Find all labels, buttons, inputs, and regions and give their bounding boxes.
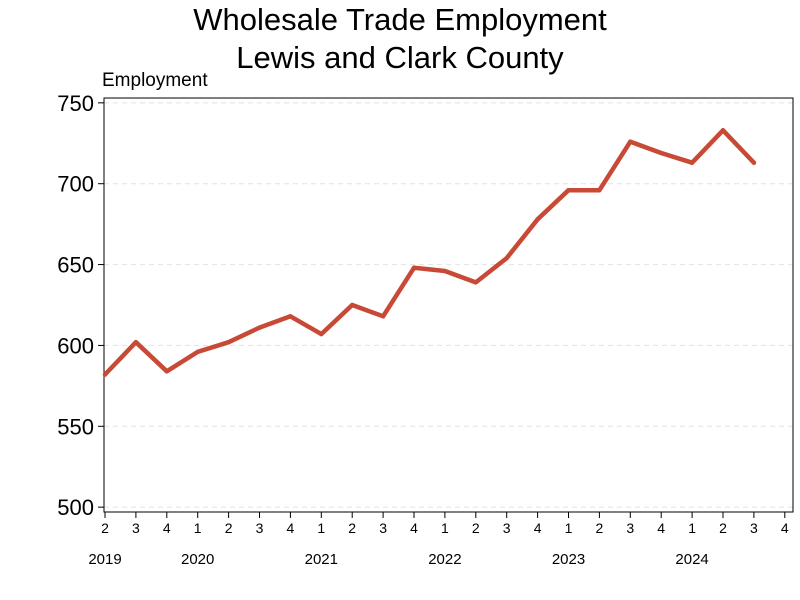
- plot-area-frame: [103, 97, 794, 513]
- y-tick-label: 500: [57, 495, 94, 520]
- series-line-0: [102, 128, 757, 377]
- data-point: [504, 255, 509, 261]
- year-label: 2023: [552, 551, 585, 568]
- quarter-tick-label: 4: [163, 520, 171, 536]
- data-point: [411, 265, 417, 271]
- quarter-tick-label: 3: [503, 520, 511, 536]
- data-point: [689, 160, 695, 165]
- quarter-tick-label: 3: [750, 520, 758, 536]
- data-point: [133, 339, 139, 345]
- quarter-tick-label: 1: [688, 520, 696, 536]
- data-point: [442, 268, 448, 274]
- grid-lines: [104, 102, 793, 508]
- chart-title-line-2: Lewis and Clark County: [236, 40, 564, 75]
- data-point: [659, 150, 664, 156]
- data-point: [319, 331, 324, 337]
- year-label: 2020: [181, 551, 214, 568]
- quarter-tick-label: 4: [781, 520, 789, 536]
- data-point: [164, 369, 169, 374]
- quarter-tick-label: 2: [596, 520, 604, 536]
- quarter-tick-label: 2: [101, 520, 109, 536]
- quarter-tick-label: 1: [317, 520, 325, 536]
- quarter-tick-label: 4: [534, 520, 542, 536]
- data-point: [257, 325, 262, 330]
- y-axis-label: Employment: [102, 70, 208, 91]
- quarter-tick-label: 2: [348, 520, 356, 536]
- data-point: [473, 280, 478, 285]
- data-point: [720, 128, 726, 133]
- data-point: [535, 217, 540, 222]
- data-point: [102, 372, 108, 377]
- quarter-tick-label: 1: [194, 520, 202, 536]
- y-axis: 500 550 600 650 700 750: [57, 91, 104, 520]
- y-tick-label: 550: [57, 414, 94, 439]
- quarter-tick-label: 4: [657, 520, 665, 536]
- quarter-tick-label: 1: [441, 520, 449, 536]
- data-point: [226, 339, 231, 345]
- data-point: [597, 187, 602, 193]
- quarter-tick-label: 3: [256, 520, 264, 536]
- year-label: 2022: [428, 551, 461, 568]
- data-point: [628, 139, 633, 144]
- data-point: [566, 187, 571, 193]
- y-tick-label: 600: [57, 333, 94, 358]
- quarter-tick-label: 1: [565, 520, 573, 536]
- data-point: [380, 314, 386, 319]
- quarter-tick-label: 2: [472, 520, 480, 536]
- y-tick-label: 750: [57, 91, 94, 116]
- quarter-tick-label: 2: [719, 520, 727, 536]
- data-point: [195, 349, 200, 355]
- data-point: [288, 314, 293, 319]
- quarter-tick-label: 2: [225, 520, 233, 536]
- year-label: 2024: [675, 551, 708, 568]
- quarter-tick-label: 3: [132, 520, 140, 536]
- year-label: 2019: [88, 551, 121, 568]
- y-tick-label: 700: [57, 172, 94, 197]
- quarter-tick-label: 3: [626, 520, 634, 536]
- y-tick-label: 650: [57, 253, 94, 278]
- quarter-tick-label: 3: [379, 520, 387, 536]
- quarter-tick-label: 4: [287, 520, 295, 536]
- data-point: [350, 302, 355, 308]
- chart-title-line-1: Wholesale Trade Employment: [193, 2, 607, 37]
- year-label: 2021: [305, 551, 338, 568]
- data-point: [751, 160, 757, 165]
- x-axis: 2 3 4 1 2 3 4 1 2 3 4 1 2 3 4 1 2 3 4 1 2 3 4 2019 2020 2021 2022 2…: [88, 512, 789, 568]
- quarter-tick-label: 4: [410, 520, 418, 536]
- series-layer: [102, 128, 757, 377]
